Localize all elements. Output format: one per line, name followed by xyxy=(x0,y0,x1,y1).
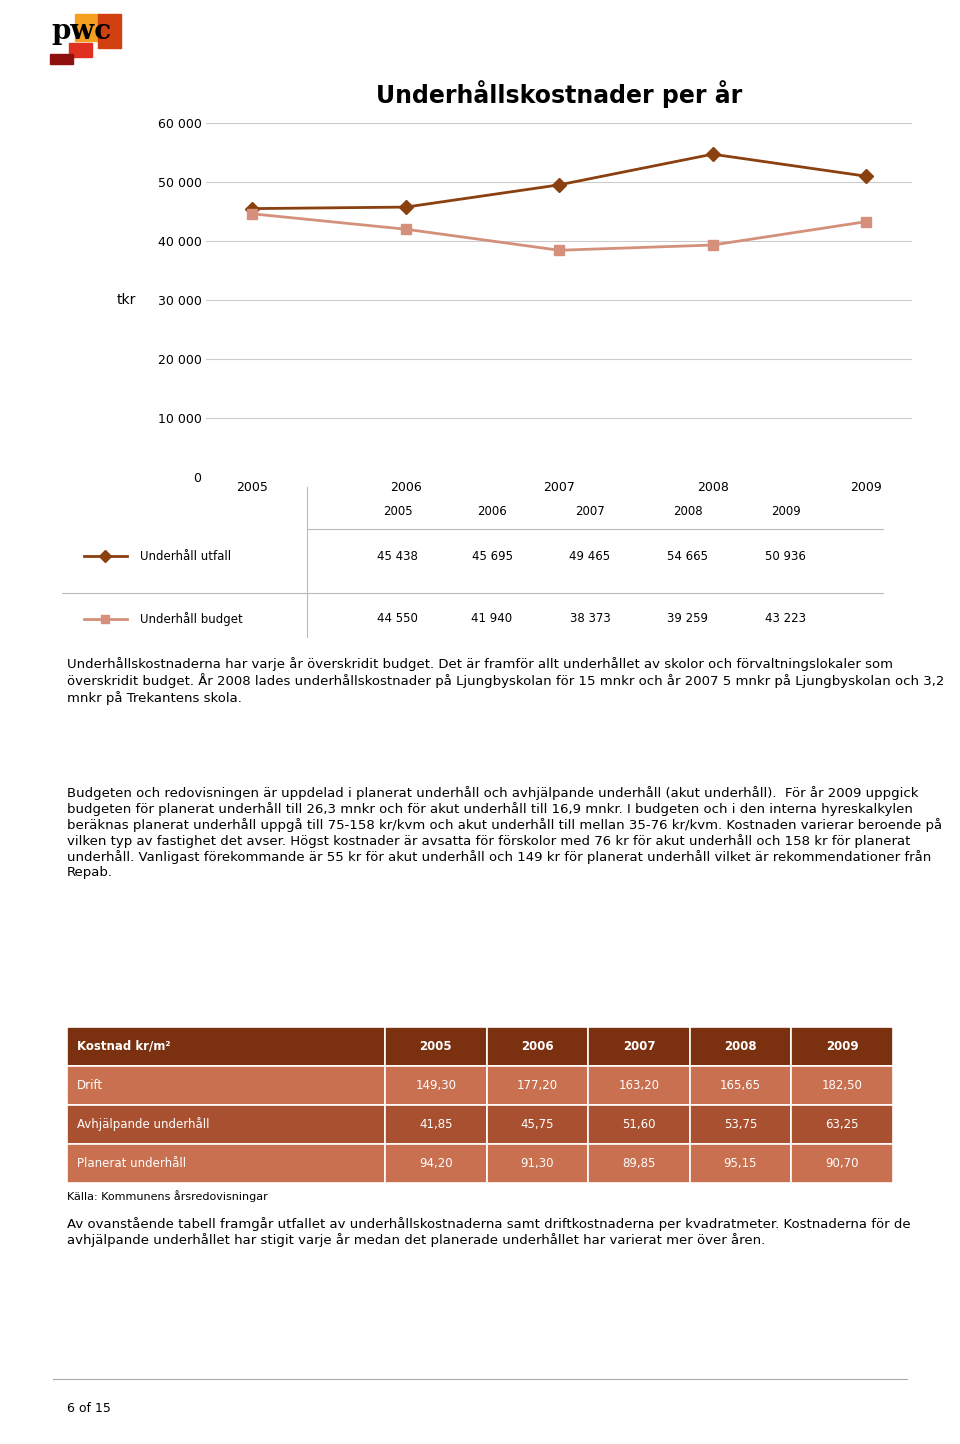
Text: 54 665: 54 665 xyxy=(667,550,708,563)
Text: 43 223: 43 223 xyxy=(765,612,806,625)
Bar xyxy=(69,43,92,58)
Text: 2006: 2006 xyxy=(477,505,507,518)
Text: Drift: Drift xyxy=(77,1079,104,1092)
Text: Underhåll utfall: Underhåll utfall xyxy=(140,550,230,563)
Bar xyxy=(75,13,100,42)
Text: 90,70: 90,70 xyxy=(826,1157,859,1170)
Bar xyxy=(689,1144,791,1183)
Text: pwc: pwc xyxy=(52,17,112,45)
Bar xyxy=(689,1066,791,1105)
Bar xyxy=(487,1066,588,1105)
Bar xyxy=(791,1105,893,1144)
Text: Underhållskostnaderna har varje år överskridit budget. Det är framför allt under: Underhållskostnaderna har varje år övers… xyxy=(67,657,945,705)
Text: 63,25: 63,25 xyxy=(826,1118,859,1131)
Text: 89,85: 89,85 xyxy=(622,1157,656,1170)
Text: 45 438: 45 438 xyxy=(377,550,418,563)
Text: tkr: tkr xyxy=(116,293,136,306)
Text: 2006: 2006 xyxy=(521,1040,554,1053)
Text: Budgeten och redovisningen är uppdelad i planerat underhåll och avhjälpande unde: Budgeten och redovisningen är uppdelad i… xyxy=(67,786,943,879)
Bar xyxy=(67,1105,385,1144)
Text: Kostnad kr/m²: Kostnad kr/m² xyxy=(77,1040,171,1053)
Text: 6 of 15: 6 of 15 xyxy=(67,1402,111,1415)
Bar xyxy=(385,1144,487,1183)
Text: 182,50: 182,50 xyxy=(822,1079,862,1092)
Text: 53,75: 53,75 xyxy=(724,1118,757,1131)
Bar xyxy=(588,1027,689,1066)
Text: 2008: 2008 xyxy=(673,505,703,518)
Text: 39 259: 39 259 xyxy=(667,612,708,625)
Bar xyxy=(588,1066,689,1105)
Text: 2009: 2009 xyxy=(771,505,801,518)
Text: 2005: 2005 xyxy=(383,505,412,518)
Bar xyxy=(67,1066,385,1105)
Text: 2005: 2005 xyxy=(420,1040,452,1053)
Text: 2008: 2008 xyxy=(724,1040,756,1053)
Text: Källa: Kommunens årsredovisningar: Källa: Kommunens årsredovisningar xyxy=(67,1190,268,1201)
Text: 95,15: 95,15 xyxy=(724,1157,757,1170)
Bar xyxy=(487,1027,588,1066)
Bar xyxy=(98,13,121,48)
Bar xyxy=(67,1144,385,1183)
Bar xyxy=(588,1105,689,1144)
Bar xyxy=(487,1144,588,1183)
Text: 44 550: 44 550 xyxy=(377,612,418,625)
Bar xyxy=(791,1027,893,1066)
FancyBboxPatch shape xyxy=(44,81,940,648)
Bar xyxy=(50,53,73,64)
Text: Underhåll budget: Underhåll budget xyxy=(140,612,243,625)
Text: 163,20: 163,20 xyxy=(618,1079,660,1092)
Text: Av ovanstående tabell framgår utfallet av underhållskostnaderna samt driftkostna: Av ovanstående tabell framgår utfallet a… xyxy=(67,1217,911,1248)
Bar xyxy=(385,1105,487,1144)
Text: Avhjälpande underhåll: Avhjälpande underhåll xyxy=(77,1118,209,1131)
Text: 41,85: 41,85 xyxy=(420,1118,452,1131)
Text: 2007: 2007 xyxy=(623,1040,655,1053)
Text: 2009: 2009 xyxy=(826,1040,858,1053)
Text: 41 940: 41 940 xyxy=(471,612,513,625)
Text: 177,20: 177,20 xyxy=(516,1079,558,1092)
Text: 165,65: 165,65 xyxy=(720,1079,761,1092)
Bar xyxy=(67,1027,385,1066)
Bar xyxy=(791,1066,893,1105)
Bar xyxy=(385,1066,487,1105)
Bar xyxy=(791,1144,893,1183)
Bar xyxy=(588,1144,689,1183)
Text: 45 695: 45 695 xyxy=(471,550,513,563)
Bar xyxy=(487,1105,588,1144)
Text: 50 936: 50 936 xyxy=(765,550,806,563)
Bar xyxy=(689,1027,791,1066)
Title: Underhållskostnader per år: Underhållskostnader per år xyxy=(376,81,742,108)
Text: 149,30: 149,30 xyxy=(416,1079,456,1092)
Bar xyxy=(385,1027,487,1066)
Text: 45,75: 45,75 xyxy=(520,1118,554,1131)
Text: 91,30: 91,30 xyxy=(520,1157,554,1170)
Bar xyxy=(689,1105,791,1144)
Text: 38 373: 38 373 xyxy=(569,612,611,625)
Text: 51,60: 51,60 xyxy=(622,1118,656,1131)
Text: 2007: 2007 xyxy=(575,505,605,518)
Text: Planerat underhåll: Planerat underhåll xyxy=(77,1157,186,1170)
Text: 94,20: 94,20 xyxy=(419,1157,453,1170)
Text: 49 465: 49 465 xyxy=(569,550,611,563)
